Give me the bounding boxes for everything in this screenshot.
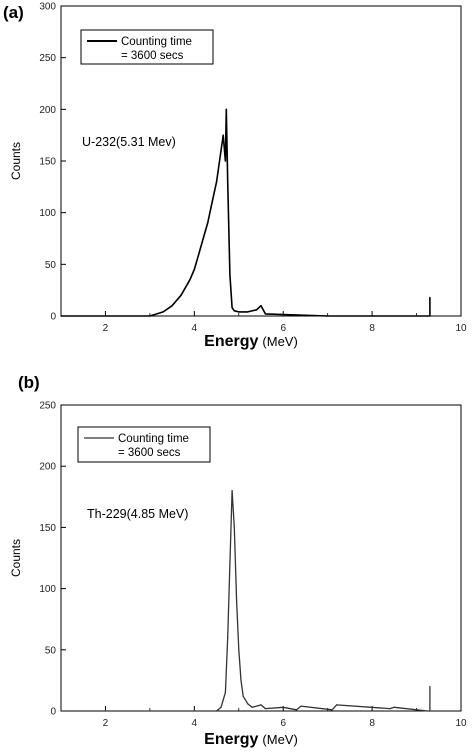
data-point [247,311,249,313]
data-point [238,311,240,313]
data-point [256,309,258,311]
data-point [264,313,266,315]
x-tick-label: 4 [192,323,198,334]
x-tick-label: 6 [280,718,286,729]
y-tick-label: 250 [39,401,56,412]
data-point [225,108,227,110]
data-point [242,695,244,697]
x-tick-label: 8 [369,718,375,729]
data-point [389,708,391,710]
data-point [240,679,242,682]
data-point [60,315,62,317]
x-tick-label: 10 [455,718,467,729]
y-tick-label: 100 [39,208,56,219]
data-point [189,279,191,281]
data-point [222,134,224,136]
data-point [247,703,249,705]
data-point [429,685,431,688]
x-tick-label: 8 [369,323,375,334]
data-point [211,201,213,203]
legend-box [77,426,211,463]
data-point [427,315,429,317]
data-point [202,237,204,240]
x-tick-label: 6 [280,323,286,334]
data-point [193,268,195,271]
data-point [236,600,238,602]
y-tick-label: 250 [39,53,56,64]
y-tick-label: 50 [45,645,57,656]
data-point [227,181,229,183]
y-tick-label: 200 [39,105,56,116]
y-tick-label: 0 [50,707,56,718]
data-point [264,708,266,710]
data-point [393,706,395,708]
data-point [296,709,298,711]
data-point [336,704,338,706]
data-point [233,526,235,529]
y-tick-label: 100 [39,584,56,595]
legend-entry: Counting time [121,36,192,48]
y-tick-label: 150 [39,523,56,534]
legend-entry-subtext: = 3600 secs [118,447,181,459]
x-tick-label: 4 [192,718,198,729]
data-point [238,649,240,651]
data-point [427,710,429,712]
data-point [216,181,218,183]
x-tick-label: 2 [103,718,109,729]
data-point [220,706,222,708]
data-point [429,710,431,712]
panel-label: (a) [3,3,24,22]
data-point [224,692,226,694]
data-point [233,310,235,312]
data-point [331,709,333,711]
data-point [149,315,151,317]
x-axis-label: Energy (MeV) [204,731,298,748]
y-axis-label: Counts [9,539,23,577]
data-point [207,222,209,224]
y-tick-label: 200 [39,462,56,473]
panel-label: (b) [18,373,40,392]
data-point [216,710,218,712]
data-point [231,490,233,492]
y-tick-label: 150 [39,157,56,168]
data-point [251,706,253,708]
x-tick-label: 2 [103,323,109,334]
data-point [429,296,431,298]
data-point [229,274,231,276]
legend-box [80,29,214,65]
y-tick-label: 0 [50,312,56,323]
data-point [300,705,302,707]
x-tick-label: 10 [455,323,467,334]
data-point [227,637,229,639]
data-point [282,706,284,708]
data-point [260,305,262,307]
data-point [231,307,233,309]
data-point [162,311,164,313]
data-point [198,253,200,255]
y-tick-label: 50 [45,260,57,271]
data-point [224,160,226,162]
data-point [171,305,173,307]
data-point [229,563,231,565]
peak-annotation: Th-229(4.85 MeV) [87,507,188,521]
series-line [61,490,431,712]
legend-entry-subtext: = 3600 secs [121,50,184,62]
data-point [327,315,329,317]
data-point [180,294,182,296]
y-axis-label: Counts [9,142,23,180]
peak-annotation: U-232(5.31 Mev) [82,135,176,149]
data-point [260,704,262,706]
x-axis-label: Energy (MeV) [204,333,298,350]
data-point [220,150,222,152]
plot-frame [60,404,462,712]
legend-entry: Counting time [118,433,189,445]
data-point [60,710,62,712]
y-tick-label: 300 [39,2,56,13]
data-point [429,315,431,317]
